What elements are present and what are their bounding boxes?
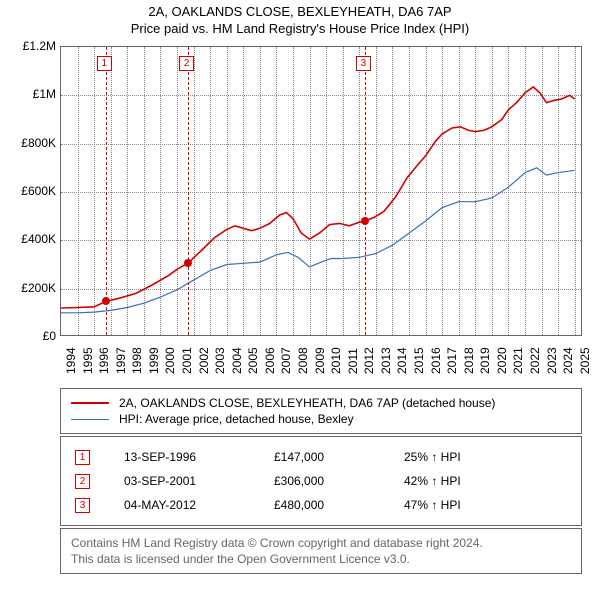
x-axis-label: 2014 [395, 347, 409, 374]
x-axis-label: 2015 [412, 347, 426, 374]
footer-line2: This data is licensed under the Open Gov… [71, 551, 571, 567]
x-axis-label: 2021 [511, 347, 525, 374]
x-axis-label: 2016 [429, 347, 443, 374]
x-axis-label: 1997 [114, 347, 128, 374]
x-axis-label: 2005 [246, 347, 260, 374]
x-axis-label: 2013 [379, 347, 393, 374]
sale-marker-dot [184, 259, 192, 267]
sale-row: 2 03-SEP-2001£306,00042% ↑ HPI [75, 469, 567, 493]
sale-marker-vline [365, 47, 366, 335]
y-axis-label: £1M [14, 87, 56, 101]
sale-row-price: £147,000 [274, 450, 404, 464]
sale-row-marker: 2 [75, 474, 90, 489]
legend-label-blue: HPI: Average price, detached house, Bexl… [119, 412, 354, 426]
sale-row-marker: 3 [75, 498, 90, 513]
x-axis-label: 1994 [64, 347, 78, 374]
x-axis-label: 2020 [495, 347, 509, 374]
x-axis-label: 1996 [97, 347, 111, 374]
sales-box: 1 13-SEP-1996£147,00025% ↑ HPI 2 03-SEP-200… [60, 436, 582, 526]
legend-row-red: 2A, OAKLANDS CLOSE, BEXLEYHEATH, DA6 7AP… [71, 395, 571, 411]
footer-box: Contains HM Land Registry data © Crown c… [60, 528, 582, 574]
legend-label-red: 2A, OAKLANDS CLOSE, BEXLEYHEATH, DA6 7AP… [119, 396, 495, 410]
y-axis-label: £800K [14, 136, 56, 150]
x-axis-label: 1999 [147, 347, 161, 374]
y-axis-label: £200K [14, 281, 56, 295]
title-sub: Price paid vs. HM Land Registry's House … [0, 21, 600, 36]
y-axis-label: £1.2M [14, 39, 56, 53]
x-axis-label: 2011 [346, 348, 360, 374]
sale-row-date: 04-MAY-2012 [124, 498, 274, 512]
x-axis-label: 2025 [578, 347, 592, 374]
sale-marker-dot [361, 217, 369, 225]
y-axis-label: £600K [14, 184, 56, 198]
x-axis-label: 2001 [180, 347, 194, 374]
x-axis-label: 2022 [528, 347, 542, 374]
sale-marker-dot [102, 297, 110, 305]
sale-row-marker: 1 [75, 450, 90, 465]
x-axis-label: 2023 [545, 347, 559, 374]
series-line-red [61, 87, 575, 308]
sale-row-diff: 25% ↑ HPI [404, 450, 461, 464]
sale-marker-box: 3 [356, 56, 371, 71]
sale-row: 1 13-SEP-1996£147,00025% ↑ HPI [75, 445, 567, 469]
chart-plot-area [60, 46, 582, 336]
sale-marker-vline [188, 47, 189, 335]
x-axis-label: 2002 [197, 347, 211, 374]
x-axis-label: 2010 [329, 347, 343, 374]
x-axis-label: 2007 [279, 347, 293, 374]
sale-marker-box: 2 [179, 56, 194, 71]
sale-marker-box: 1 [97, 56, 112, 71]
title-main: 2A, OAKLANDS CLOSE, BEXLEYHEATH, DA6 7AP [0, 4, 600, 19]
x-axis-label: 2018 [462, 347, 476, 374]
footer-line1: Contains HM Land Registry data © Crown c… [71, 535, 571, 551]
sale-marker-vline [106, 47, 107, 335]
x-axis-label: 2019 [478, 347, 492, 374]
y-axis-label: £400K [14, 232, 56, 246]
x-axis-label: 2003 [213, 347, 227, 374]
sale-row-date: 13-SEP-1996 [124, 450, 274, 464]
legend-swatch-blue [71, 419, 109, 420]
sale-row-price: £306,000 [274, 474, 404, 488]
legend-box: 2A, OAKLANDS CLOSE, BEXLEYHEATH, DA6 7AP… [60, 388, 582, 434]
x-axis-label: 2012 [362, 347, 376, 374]
x-axis-label: 2008 [296, 347, 310, 374]
x-axis-label: 2009 [313, 347, 327, 374]
legend-row-blue: HPI: Average price, detached house, Bexl… [71, 411, 571, 427]
x-axis-label: 2000 [163, 347, 177, 374]
series-line-blue [61, 168, 575, 313]
sale-row-diff: 42% ↑ HPI [404, 474, 461, 488]
x-axis-label: 1995 [81, 347, 95, 374]
x-axis-label: 1998 [130, 347, 144, 374]
y-axis-label: £0 [14, 329, 56, 343]
chart-title-block: 2A, OAKLANDS CLOSE, BEXLEYHEATH, DA6 7AP… [0, 0, 600, 36]
sale-row: 3 04-MAY-2012£480,00047% ↑ HPI [75, 493, 567, 517]
x-axis-label: 2024 [561, 347, 575, 374]
sale-row-diff: 47% ↑ HPI [404, 498, 461, 512]
sale-row-price: £480,000 [274, 498, 404, 512]
x-axis-label: 2004 [230, 347, 244, 374]
sale-row-date: 03-SEP-2001 [124, 474, 274, 488]
legend-swatch-red [71, 402, 109, 404]
x-axis-label: 2017 [445, 347, 459, 374]
x-axis-label: 2006 [263, 347, 277, 374]
plot-svg [61, 47, 583, 337]
